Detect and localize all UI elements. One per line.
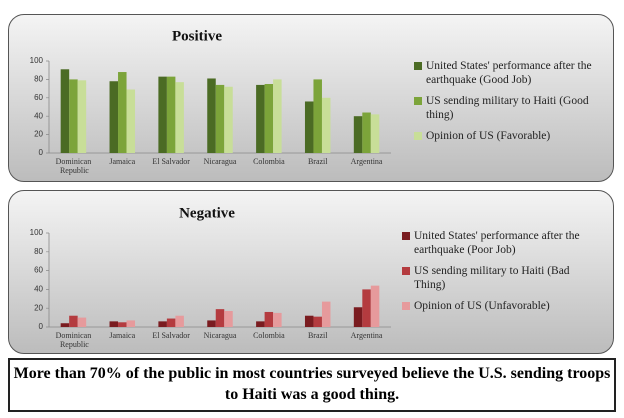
x-tick-label: Argentina (351, 157, 383, 166)
y-tick-label: 60 (34, 266, 43, 275)
legend-swatch (402, 266, 410, 275)
y-tick-label: 100 (30, 56, 44, 65)
legend-entry: United States' performance after the ear… (402, 229, 597, 258)
y-tick-label: 80 (34, 75, 43, 84)
x-tick-label: Nicaragua (204, 331, 237, 340)
bar (304, 315, 314, 327)
bar (224, 311, 233, 327)
y-tick-label: 100 (30, 228, 44, 237)
x-tick-label: Brazil (308, 331, 328, 340)
x-tick-label: Nicaragua (204, 157, 237, 166)
bar (166, 318, 176, 327)
bar (321, 301, 331, 327)
bar (158, 76, 167, 153)
legend-entry: United States' performance after the ear… (414, 59, 609, 88)
x-tick-label: Jamaica (109, 331, 135, 340)
x-tick-label: El Salvador (152, 157, 190, 166)
y-tick-label: 40 (34, 285, 43, 294)
bar (109, 81, 119, 153)
y-tick-label: 80 (34, 247, 43, 256)
caption: More than 70% of the public in most coun… (8, 358, 616, 412)
chart: Negative 0 20 40 60 80 100 Dominican Republic Ja… (30, 205, 391, 349)
bar (313, 316, 322, 327)
chart-title: Positive (172, 28, 222, 44)
bar (370, 114, 380, 153)
bar (207, 78, 216, 153)
y-tick-label: 0 (39, 322, 44, 331)
legend-swatch (414, 131, 422, 140)
bar (207, 320, 216, 327)
x-tick-label: Argentina (351, 331, 383, 340)
bar (370, 285, 380, 327)
legend-label: Opinion of US (Unfavorable) (414, 299, 550, 312)
x-tick-label: Brazil (308, 157, 328, 166)
y-tick-label: 20 (34, 303, 43, 312)
legend-label: United States' performance after the ear… (414, 230, 580, 257)
bar (60, 69, 70, 153)
legend-entry: Opinion of US (Favorable) (414, 129, 609, 143)
bar (118, 72, 127, 153)
bar (224, 86, 233, 153)
bar (304, 101, 314, 153)
bar (321, 97, 331, 153)
bar (77, 317, 87, 327)
bar (256, 84, 265, 153)
legend-entry: Opinion of US (Unfavorable) (402, 299, 597, 313)
legend-label: US sending military to Haiti (Good thing… (426, 94, 589, 122)
legend-label: US sending military to Haiti (Bad Thing) (414, 264, 570, 292)
bar (175, 315, 184, 327)
x-tick-label: Colombia (253, 331, 285, 340)
bar (166, 76, 176, 153)
legend: United States' performance after the ear… (402, 229, 597, 319)
chart: Positive 0 20 40 60 80 100 Dominican Republic Ja… (30, 28, 391, 175)
bar (353, 307, 363, 327)
bar (126, 320, 136, 327)
legend-entry: US sending military to Haiti (Bad Thing) (402, 264, 597, 293)
bar (126, 89, 136, 153)
chart-title: Negative (179, 205, 235, 221)
legend-swatch (402, 301, 410, 310)
bar (118, 322, 127, 327)
legend-entry: US sending military to Haiti (Good thing… (414, 94, 609, 123)
bar (69, 315, 78, 327)
legend-swatch (414, 62, 422, 70)
bar (215, 84, 225, 153)
legend-swatch (402, 232, 410, 240)
bar (273, 312, 282, 327)
bar (215, 309, 225, 327)
bar (264, 311, 274, 327)
legend-label: United States' performance after the ear… (426, 60, 592, 87)
bar (264, 84, 274, 153)
y-tick-label: 0 (39, 148, 44, 157)
bar (77, 80, 87, 153)
x-tick-label: Colombia (253, 157, 285, 166)
x-tick-label: Dominican Republic (56, 157, 92, 175)
bar (273, 79, 282, 153)
bar (353, 116, 363, 153)
x-tick-label: Jamaica (109, 157, 135, 166)
bar (362, 112, 371, 153)
chart-panel: Positive 0 20 40 60 80 100 Dominican Republic Ja… (8, 14, 614, 182)
bar (60, 323, 70, 327)
legend-label: Opinion of US (Favorable) (426, 129, 551, 142)
x-tick-label: Dominican Republic (56, 331, 92, 349)
bar (109, 321, 119, 327)
bar (158, 321, 167, 327)
bar (69, 79, 78, 153)
bar (256, 321, 265, 327)
bar (362, 289, 371, 327)
bar (313, 79, 322, 153)
y-tick-label: 60 (34, 93, 43, 102)
x-tick-label: El Salvador (152, 331, 190, 340)
legend: United States' performance after the ear… (414, 59, 609, 149)
chart-panel: Negative 0 20 40 60 80 100 Dominican Republic Ja… (8, 190, 614, 354)
y-tick-label: 20 (34, 130, 43, 139)
y-tick-label: 40 (34, 111, 43, 120)
legend-swatch (414, 96, 422, 105)
bar (175, 82, 184, 153)
